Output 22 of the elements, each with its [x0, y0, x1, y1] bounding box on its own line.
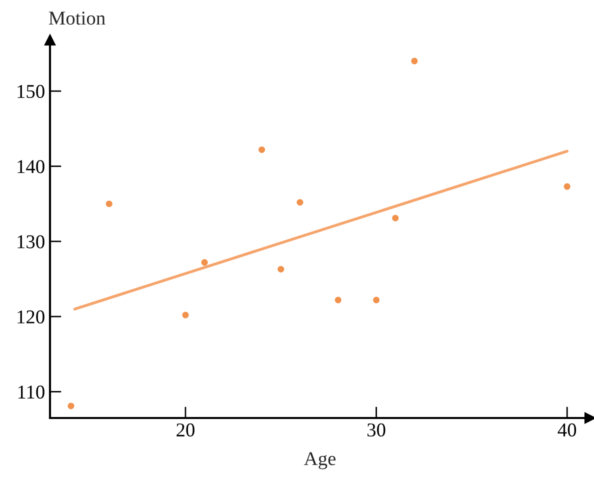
y-tick-label: 140	[18, 160, 44, 174]
point	[201, 259, 208, 266]
y-tick-label: 150	[18, 84, 44, 98]
point	[106, 200, 112, 208]
point	[278, 266, 284, 272]
point	[392, 214, 399, 222]
point	[68, 402, 74, 410]
point	[182, 312, 189, 318]
y-tick-label: 110	[18, 386, 44, 399]
y-tick-label: 120	[18, 310, 44, 324]
y-axis-title: Motion	[48, 12, 106, 25]
x-tick-label: 40	[558, 423, 576, 437]
x-tick-label: 30	[367, 423, 386, 437]
y-tick-label: 130	[18, 235, 44, 248]
point	[411, 58, 418, 64]
point	[334, 296, 342, 304]
point	[373, 296, 380, 304]
point	[564, 183, 570, 190]
point	[258, 146, 266, 153]
x-axis-title: Age	[304, 452, 336, 470]
point	[296, 199, 304, 206]
x-tick-label: 20	[176, 423, 194, 437]
